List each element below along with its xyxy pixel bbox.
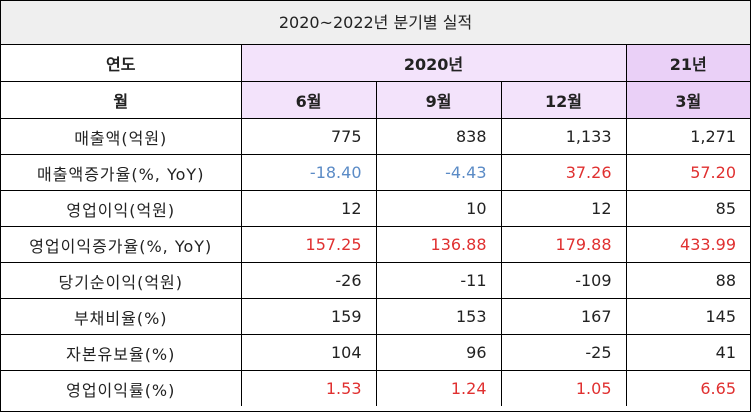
- value-cell: -4.43: [375, 154, 502, 191]
- table-title: 2020~2022년 분기별 실적: [1, 1, 750, 45]
- value-cell: 159: [240, 298, 377, 335]
- value-cell: 136.88: [375, 226, 502, 263]
- row-label: 영업이익(억원): [1, 190, 242, 227]
- header-cell: 2020년: [240, 45, 627, 82]
- header-row: 연도 2020년 21년: [1, 45, 750, 82]
- value-cell: 1.05: [500, 370, 627, 406]
- value-cell: -11: [375, 262, 502, 299]
- value-cell: 88: [625, 262, 750, 299]
- data-row: 당기순이익(억원) -26 -11 -109 88: [1, 262, 750, 299]
- value-cell: -25: [500, 334, 627, 371]
- row-label: 자본유보율(%): [1, 334, 242, 371]
- data-row: 매출액(억원) 775 838 1,133 1,271: [1, 118, 750, 155]
- value-cell: 1.24: [375, 370, 502, 406]
- header-cell: 9월: [375, 81, 502, 119]
- header-cell: 6월: [240, 81, 377, 119]
- header-cell: 연도: [1, 45, 242, 82]
- row-label: 매출액(억원): [1, 118, 242, 155]
- value-cell: 96: [375, 334, 502, 371]
- table: 연도 2020년 21년 월 6월 9월 12월 3월 매출액(억원) 775 838 1,133 1,…: [1, 45, 750, 406]
- value-cell: 179.88: [500, 226, 627, 263]
- value-cell: 12: [500, 190, 627, 227]
- value-cell: 12: [240, 190, 377, 227]
- value-cell: 85: [625, 190, 750, 227]
- row-label: 부채비율(%): [1, 298, 242, 335]
- value-cell: -109: [500, 262, 627, 299]
- value-cell: -26: [240, 262, 377, 299]
- row-label: 영업이익증가율(%, YoY): [1, 226, 242, 263]
- value-cell: 1,271: [625, 118, 750, 155]
- header-row: 월 6월 9월 12월 3월: [1, 81, 750, 119]
- data-row: 자본유보율(%) 104 96 -25 41: [1, 334, 750, 371]
- value-cell: 104: [240, 334, 377, 371]
- value-cell: 775: [240, 118, 377, 155]
- value-cell: 838: [375, 118, 502, 155]
- data-row: 부채비율(%) 159 153 167 145: [1, 298, 750, 335]
- value-cell: 145: [625, 298, 750, 335]
- header-cell: 12월: [500, 81, 627, 119]
- value-cell: 1.53: [240, 370, 377, 406]
- value-cell: 153: [375, 298, 502, 335]
- value-cell: 10: [375, 190, 502, 227]
- data-row: 매출액증가율(%, YoY) -18.40 -4.43 37.26 57.20: [1, 154, 750, 191]
- row-label: 영업이익률(%): [1, 370, 242, 406]
- value-cell: 1,133: [500, 118, 627, 155]
- data-row: 영업이익률(%) 1.53 1.24 1.05 6.65: [1, 370, 750, 406]
- header-cell: 21년: [625, 45, 750, 82]
- value-cell: 433.99: [625, 226, 750, 263]
- value-cell: 57.20: [625, 154, 750, 191]
- value-cell: 157.25: [240, 226, 377, 263]
- value-cell: 41: [625, 334, 750, 371]
- value-cell: 37.26: [500, 154, 627, 191]
- header-cell: 3월: [625, 81, 750, 119]
- row-label: 매출액증가율(%, YoY): [1, 154, 242, 191]
- data-row: 영업이익(억원) 12 10 12 85: [1, 190, 750, 227]
- header-cell: 월: [1, 81, 242, 119]
- table-body: 연도 2020년 21년 월 6월 9월 12월 3월 매출액(억원) 775 838 1,133 1,…: [1, 45, 750, 406]
- data-row: 영업이익증가율(%, YoY) 157.25 136.88 179.88 433.99: [1, 226, 750, 263]
- value-cell: 167: [500, 298, 627, 335]
- row-label: 당기순이익(억원): [1, 262, 242, 299]
- value-cell: -18.40: [240, 154, 377, 191]
- value-cell: 6.65: [625, 370, 750, 406]
